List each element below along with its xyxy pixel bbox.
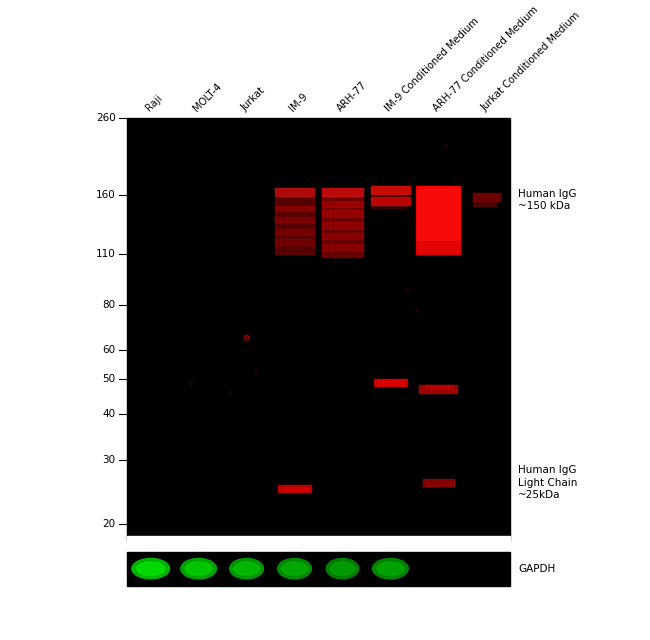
Ellipse shape	[326, 559, 359, 579]
Ellipse shape	[330, 562, 355, 575]
Text: Jurkat: Jurkat	[239, 86, 267, 113]
Circle shape	[190, 382, 192, 385]
Bar	[418, 189, 459, 251]
Bar	[322, 233, 363, 239]
Bar	[371, 197, 410, 205]
Text: 20: 20	[103, 519, 116, 529]
Ellipse shape	[229, 559, 263, 579]
Ellipse shape	[181, 559, 216, 579]
Bar	[473, 193, 500, 202]
Text: ARH-77 Conditioned Medium: ARH-77 Conditioned Medium	[431, 4, 540, 113]
Bar	[281, 487, 308, 491]
Text: Human IgG
Light Chain
~25kDa: Human IgG Light Chain ~25kDa	[518, 465, 577, 500]
Ellipse shape	[185, 562, 212, 575]
Bar	[416, 241, 460, 255]
Bar	[473, 201, 496, 206]
Bar	[127, 536, 510, 546]
Bar	[416, 186, 460, 255]
Bar	[377, 380, 404, 385]
Ellipse shape	[372, 559, 408, 579]
Ellipse shape	[132, 559, 170, 579]
Text: GAPDH: GAPDH	[518, 564, 555, 573]
Text: 50: 50	[103, 374, 116, 384]
Bar	[371, 192, 406, 207]
Circle shape	[229, 392, 231, 394]
Bar	[275, 197, 314, 255]
Bar	[419, 385, 457, 393]
Bar	[275, 228, 314, 234]
Text: IM-9: IM-9	[287, 91, 310, 113]
Text: ARH-77: ARH-77	[335, 79, 369, 113]
Text: 40: 40	[103, 410, 116, 419]
Text: IM-9 Conditioned Medium: IM-9 Conditioned Medium	[384, 16, 481, 113]
Bar	[275, 217, 314, 223]
Ellipse shape	[234, 562, 259, 575]
Bar	[371, 186, 410, 194]
Bar	[322, 195, 363, 257]
Bar	[275, 239, 314, 244]
Text: MOLT-4: MOLT-4	[192, 81, 224, 113]
Bar	[127, 552, 510, 586]
Text: 260: 260	[96, 113, 116, 124]
Text: Raji: Raji	[144, 93, 164, 113]
Text: 80: 80	[103, 300, 116, 310]
Bar	[322, 243, 363, 250]
Circle shape	[406, 289, 409, 291]
Text: 60: 60	[103, 346, 116, 355]
Circle shape	[244, 335, 249, 340]
Bar	[275, 205, 314, 211]
Text: 30: 30	[103, 455, 116, 465]
Bar	[374, 378, 408, 386]
Circle shape	[274, 216, 276, 219]
Ellipse shape	[136, 562, 165, 575]
Text: Human IgG
~150 kDa: Human IgG ~150 kDa	[518, 189, 577, 211]
Bar	[322, 188, 363, 196]
Bar	[275, 188, 314, 196]
Bar	[278, 485, 311, 492]
Text: 110: 110	[96, 250, 116, 259]
Bar	[425, 385, 452, 388]
Text: 160: 160	[96, 190, 116, 200]
Ellipse shape	[377, 562, 404, 575]
Circle shape	[445, 145, 448, 147]
Ellipse shape	[278, 559, 311, 579]
Ellipse shape	[282, 562, 307, 575]
Bar	[422, 479, 454, 486]
Bar	[127, 118, 510, 541]
Circle shape	[255, 371, 257, 373]
Bar	[322, 222, 363, 228]
Circle shape	[421, 486, 424, 488]
Bar	[322, 201, 363, 207]
Bar	[322, 211, 363, 217]
Circle shape	[416, 308, 419, 311]
Text: Jurkat Conditioned Medium: Jurkat Conditioned Medium	[479, 10, 582, 113]
